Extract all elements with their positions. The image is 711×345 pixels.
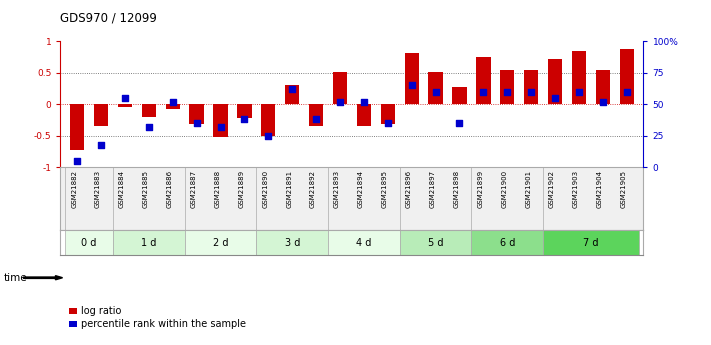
Bar bbox=[405, 53, 419, 104]
Bar bbox=[237, 104, 252, 118]
Text: 0 d: 0 d bbox=[82, 238, 97, 248]
Point bbox=[72, 158, 83, 164]
Bar bbox=[333, 72, 347, 104]
Bar bbox=[65, 230, 113, 255]
Bar bbox=[543, 230, 638, 255]
Text: 6 d: 6 d bbox=[500, 238, 515, 248]
Text: GSM21902: GSM21902 bbox=[549, 170, 555, 208]
Text: GSM21897: GSM21897 bbox=[429, 170, 436, 208]
Text: 7 d: 7 d bbox=[583, 238, 599, 248]
Point bbox=[119, 95, 131, 101]
Bar bbox=[357, 104, 371, 126]
Bar bbox=[572, 51, 586, 104]
Text: GSM21891: GSM21891 bbox=[287, 170, 292, 208]
Bar bbox=[429, 72, 443, 104]
Point bbox=[525, 89, 537, 95]
Text: GSM21905: GSM21905 bbox=[621, 170, 626, 208]
Point bbox=[454, 120, 465, 126]
Point bbox=[406, 83, 417, 88]
Text: GSM21886: GSM21886 bbox=[167, 170, 173, 208]
Point bbox=[191, 120, 203, 126]
Bar bbox=[619, 49, 634, 104]
Text: GSM21890: GSM21890 bbox=[262, 170, 268, 208]
Point bbox=[430, 89, 442, 95]
Bar bbox=[524, 70, 538, 104]
Point bbox=[573, 89, 584, 95]
Legend: log ratio, percentile rank within the sample: log ratio, percentile rank within the sa… bbox=[65, 303, 250, 333]
Text: GSM21898: GSM21898 bbox=[454, 170, 459, 208]
Text: 2 d: 2 d bbox=[213, 238, 228, 248]
Point bbox=[621, 89, 632, 95]
Bar bbox=[400, 230, 471, 255]
Bar bbox=[70, 104, 85, 150]
Point bbox=[501, 89, 513, 95]
Point bbox=[550, 95, 561, 101]
Point bbox=[239, 117, 250, 122]
Text: 3 d: 3 d bbox=[284, 238, 300, 248]
Text: GSM21882: GSM21882 bbox=[71, 170, 77, 208]
Bar bbox=[141, 104, 156, 117]
Bar bbox=[309, 104, 324, 126]
Text: GSM21893: GSM21893 bbox=[334, 170, 340, 208]
Bar bbox=[118, 104, 132, 107]
Bar bbox=[257, 230, 328, 255]
Point bbox=[143, 124, 154, 130]
Text: GSM21900: GSM21900 bbox=[501, 170, 507, 208]
Text: GSM21894: GSM21894 bbox=[358, 170, 364, 208]
Text: GSM21903: GSM21903 bbox=[573, 170, 579, 208]
Bar bbox=[189, 104, 204, 125]
Bar bbox=[185, 230, 257, 255]
Point bbox=[311, 117, 322, 122]
Point bbox=[478, 89, 489, 95]
Text: 1 d: 1 d bbox=[141, 238, 156, 248]
Point bbox=[597, 99, 609, 105]
Point bbox=[382, 120, 393, 126]
Text: GSM21883: GSM21883 bbox=[95, 170, 101, 208]
Bar bbox=[94, 104, 108, 126]
Text: GSM21892: GSM21892 bbox=[310, 170, 316, 208]
Point bbox=[358, 99, 370, 105]
Bar bbox=[452, 87, 466, 104]
Text: GSM21901: GSM21901 bbox=[525, 170, 531, 208]
Text: GSM21896: GSM21896 bbox=[406, 170, 412, 208]
Bar bbox=[500, 70, 515, 104]
Point bbox=[334, 99, 346, 105]
Bar bbox=[213, 104, 228, 137]
Bar bbox=[471, 230, 543, 255]
Text: GSM21884: GSM21884 bbox=[119, 170, 125, 208]
Point bbox=[262, 133, 274, 139]
Text: GSM21899: GSM21899 bbox=[477, 170, 483, 208]
Bar bbox=[548, 59, 562, 104]
Bar bbox=[328, 230, 400, 255]
Text: GSM21887: GSM21887 bbox=[191, 170, 197, 208]
Point bbox=[95, 142, 107, 147]
Text: GSM21888: GSM21888 bbox=[215, 170, 220, 208]
Text: GSM21895: GSM21895 bbox=[382, 170, 387, 208]
Text: GSM21885: GSM21885 bbox=[143, 170, 149, 208]
Bar bbox=[285, 86, 299, 104]
Bar bbox=[380, 104, 395, 125]
Text: GSM21904: GSM21904 bbox=[597, 170, 603, 208]
Text: 4 d: 4 d bbox=[356, 238, 372, 248]
Bar bbox=[596, 70, 610, 104]
Point bbox=[287, 87, 298, 92]
Point bbox=[215, 124, 226, 130]
Bar bbox=[476, 57, 491, 104]
Text: GSM21889: GSM21889 bbox=[238, 170, 245, 208]
Text: time: time bbox=[4, 273, 27, 283]
Bar bbox=[166, 104, 180, 109]
Bar bbox=[113, 230, 185, 255]
Text: GDS970 / 12099: GDS970 / 12099 bbox=[60, 11, 157, 24]
Point bbox=[167, 99, 178, 105]
Text: 5 d: 5 d bbox=[428, 238, 444, 248]
Bar bbox=[261, 104, 275, 136]
